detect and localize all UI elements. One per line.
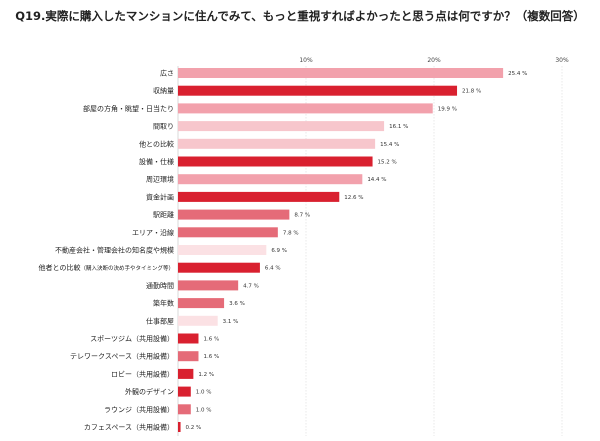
category-label: 他者との比較（購入決断の決め手やタイミング等）	[39, 263, 174, 272]
bar	[178, 174, 363, 185]
value-label: 3.1 %	[223, 319, 239, 325]
bar	[178, 209, 290, 220]
bar	[178, 121, 385, 132]
bar	[178, 422, 181, 432]
category-label: スポーツジム（共用設備）	[90, 334, 174, 343]
bar	[178, 404, 191, 415]
value-label: 6.9 %	[271, 248, 287, 254]
bar	[178, 262, 260, 273]
category-label: 資金計画	[146, 192, 174, 201]
bar	[178, 315, 218, 326]
bar	[178, 85, 458, 96]
value-label: 7.8 %	[283, 230, 299, 236]
x-tick-label: 20%	[427, 57, 441, 64]
chart-title: Q19.実際に購入したマンションに住んでみて、もっと重視すればよかったと思う点は…	[15, 9, 585, 23]
x-tick-label: 10%	[299, 57, 313, 64]
bar	[178, 245, 267, 255]
category-sublabel: （購入決断の決め手やタイミング等）	[80, 264, 174, 272]
bar	[178, 298, 225, 309]
category-label: 間取り	[153, 123, 174, 131]
value-label: 15.4 %	[380, 142, 399, 148]
value-label: 1.0 %	[196, 390, 212, 396]
bar	[178, 156, 373, 167]
category-label: 駅距離	[153, 210, 174, 219]
value-label: 1.0 %	[196, 407, 212, 413]
bar	[178, 280, 239, 291]
category-labels: 広さ収納量部屋の方角・眺望・日当たり間取り他との比較設備・仕様周辺環境資金計画駅…	[39, 69, 174, 432]
category-label: エリア・沿線	[132, 228, 174, 237]
category-label: 外観のデザイン	[125, 387, 174, 396]
value-label: 0.2 %	[186, 425, 202, 431]
category-label: 周辺環境	[146, 175, 174, 184]
category-label: 部屋の方角・眺望・日当たり	[83, 104, 174, 113]
bar	[178, 138, 376, 149]
value-label: 15.2 %	[378, 160, 397, 166]
value-label: 25.4 %	[508, 71, 527, 77]
category-label: カフェスペース（共用設備）	[84, 423, 174, 432]
value-label: 14.4 %	[367, 177, 386, 183]
value-label: 4.7 %	[243, 283, 259, 289]
value-label: 1.2 %	[198, 372, 214, 378]
category-label: 収納量	[153, 86, 174, 95]
bar	[178, 227, 278, 238]
category-label: 他との比較	[139, 139, 174, 148]
value-label: 16.1 %	[389, 124, 408, 130]
bar	[178, 351, 199, 362]
bar	[178, 191, 340, 202]
value-label: 3.6 %	[229, 301, 245, 307]
bar	[178, 103, 433, 114]
bars	[178, 68, 504, 432]
value-labels: 25.4 % 21.8 % 19.9 % 16.1 % 15.4 % 15.2 % 14.4…	[186, 71, 528, 431]
bar	[178, 68, 504, 78]
category-label: 仕事部屋	[146, 316, 174, 325]
x-axis-ticks: 10% 20% 30%	[299, 57, 569, 64]
value-label: 19.9 %	[438, 106, 457, 112]
value-label: 12.6 %	[344, 195, 363, 201]
category-label: 設備・仕様	[139, 157, 174, 166]
value-label: 6.4 %	[265, 266, 281, 272]
value-label: 8.7 %	[294, 213, 310, 219]
category-label: テレワークスペース（共用設備）	[70, 352, 174, 361]
category-label: 通勤時間	[146, 281, 174, 290]
x-tick-label: 30%	[555, 57, 569, 64]
category-label: 不動産会社・管理会社の知名度や規模	[55, 246, 174, 255]
bar	[178, 333, 199, 344]
bar	[178, 386, 191, 397]
category-label: ラウンジ（共用設備）	[104, 405, 174, 414]
category-label: 築年数	[153, 299, 174, 308]
value-label: 21.8 %	[462, 89, 481, 95]
value-label: 1.6 %	[203, 354, 219, 360]
category-label: 広さ	[160, 69, 174, 78]
value-label: 1.6 %	[203, 337, 219, 343]
bar	[178, 368, 194, 379]
category-label: ロビー（共用設備）	[111, 369, 174, 378]
